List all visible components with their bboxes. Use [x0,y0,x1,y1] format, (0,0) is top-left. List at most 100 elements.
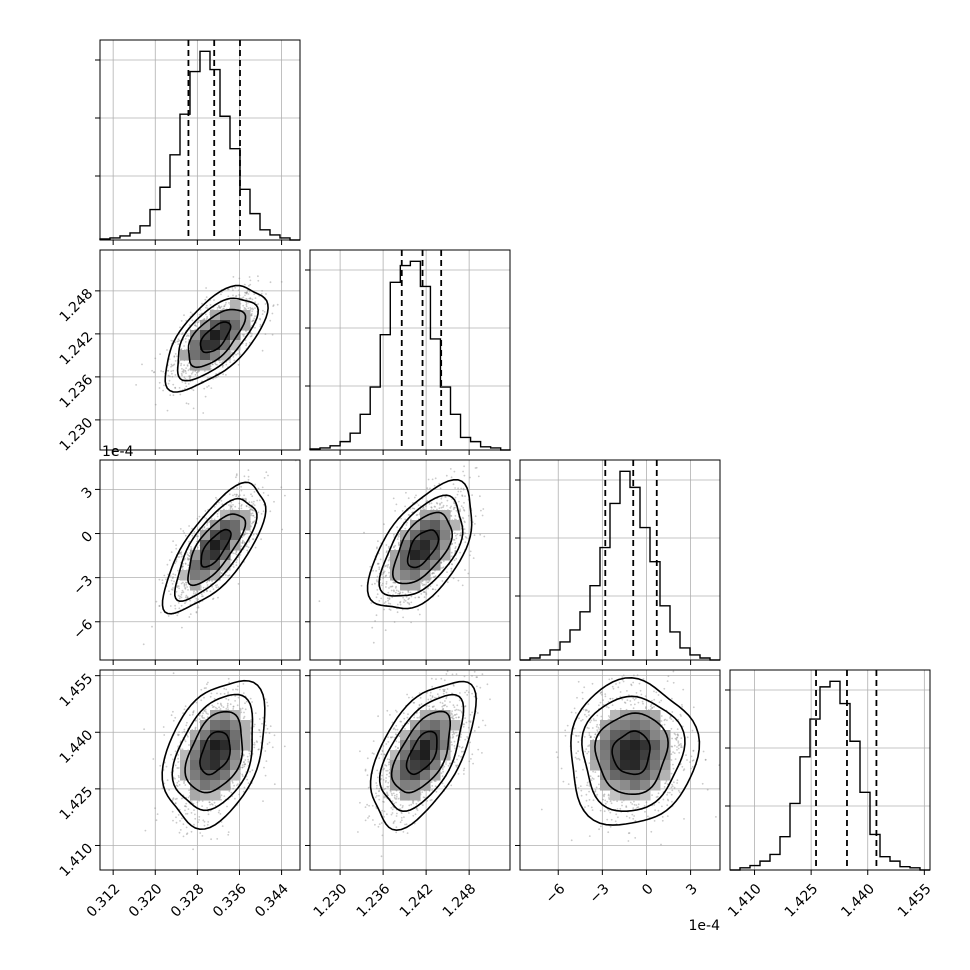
sample-point [254,326,256,329]
sample-point [481,514,484,517]
sample-point [235,493,238,496]
sample-point [418,613,421,616]
sample-point [247,478,250,481]
sample-point [250,501,253,504]
sample-point [177,585,180,588]
sample-point [173,363,176,366]
sample-point [244,497,247,500]
sample-point [180,582,183,585]
sample-point [243,498,246,500]
sample-point [222,364,224,367]
sample-point [162,370,165,373]
sample-point [462,487,465,490]
sample-point [399,593,401,596]
sample-point [251,512,254,515]
sample-point [404,505,406,508]
axes-frame [519,459,721,661]
sample-point [216,515,219,518]
sample-point [243,494,246,497]
sample-point [202,412,205,414]
sample-point [442,566,445,568]
sample-point [227,574,230,577]
sample-point [183,532,186,534]
sample-point [235,295,238,297]
sample-point [236,558,238,561]
sample-point [245,291,247,294]
sample-point [185,402,188,405]
sample-point [217,596,219,599]
density-cell [220,520,231,531]
sample-point [195,325,198,327]
sample-point [253,500,255,503]
sample-point [217,586,220,588]
sample-point [169,575,172,577]
sample-point [240,545,243,548]
sample-point [188,324,191,326]
sample-point [211,363,214,366]
density-cell [220,560,231,571]
sample-point [219,307,222,310]
sample-point [172,819,174,822]
density-cell [230,300,241,311]
sample-point [242,335,245,337]
sample-point [210,518,213,520]
sample-point [463,474,466,477]
contour-line [164,284,269,393]
sample-point [211,363,214,366]
sample-point [172,369,175,372]
sample-point [389,585,392,588]
sample-point [235,295,237,298]
sample-point [206,522,209,524]
sample-point [215,376,218,379]
sample-point [214,362,216,364]
density-cell [230,530,241,541]
sample-point [261,349,264,352]
density-cell [230,320,241,331]
sample-point [206,386,209,388]
sample-point [172,540,175,543]
sample-point [215,586,218,589]
sample-point [221,364,224,367]
sample-point [184,562,187,565]
sample-point [196,590,199,592]
sample-point [154,403,157,406]
sample-point [406,521,408,524]
sample-point [186,596,189,599]
sample-point [184,563,187,565]
sample-point [166,409,169,412]
sample-point [184,587,187,590]
sample-point [248,290,251,293]
sample-point [203,526,206,528]
sample-point [252,503,255,505]
sample-point [194,374,197,376]
sample-point [206,584,209,586]
sample-point [170,551,173,553]
sample-point [250,314,253,317]
sample-point [188,555,191,557]
sample-point [186,553,189,556]
sample-point [196,590,199,593]
sample-point [216,307,219,309]
sample-point [377,562,379,565]
sample-point [232,276,235,278]
sample-point [393,621,396,623]
sample-point [407,497,410,500]
sample-point [177,340,180,343]
sample-point [262,510,265,513]
sample-point [251,310,254,313]
sample-point [480,509,482,512]
sample-point [174,604,177,607]
sample-point [231,351,234,354]
sample-point [463,465,465,468]
sample-point [205,304,208,307]
sample-point [174,341,177,344]
sample-point [172,394,175,397]
sample-point [182,370,185,372]
sample-point [254,297,257,299]
sample-point [172,587,174,589]
sample-point [255,533,258,536]
sample-point [175,558,178,561]
sample-point [188,540,191,543]
sample-point [249,306,252,309]
sample-point [395,503,398,506]
